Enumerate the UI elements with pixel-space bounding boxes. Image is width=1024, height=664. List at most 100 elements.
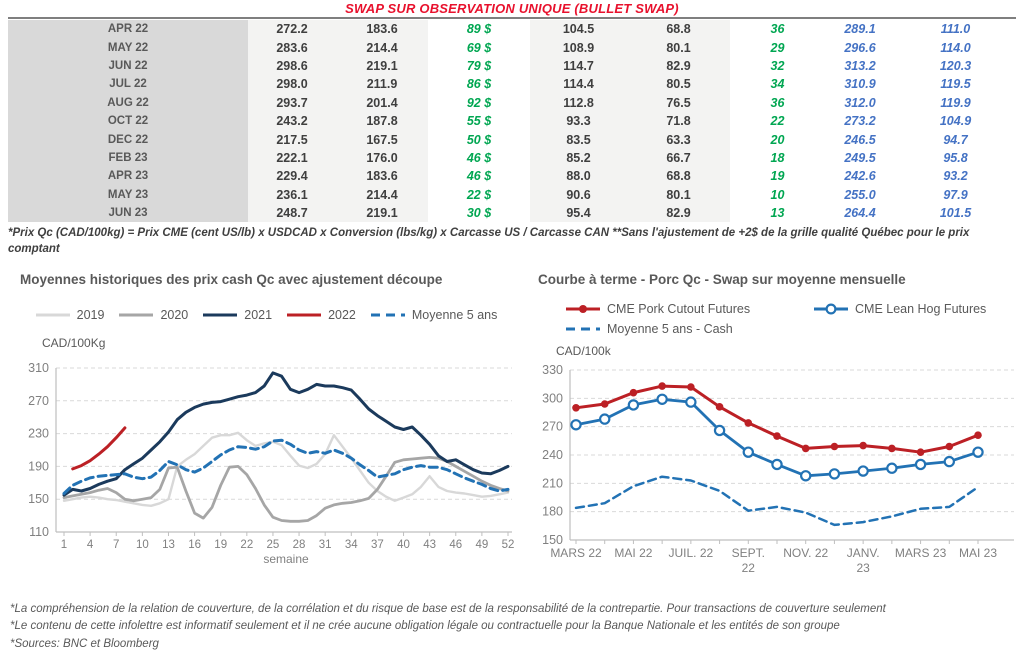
cell-prix-qc: 229.4 (248, 167, 336, 186)
cell-swap-2: 119.5 (940, 77, 971, 92)
svg-text:300: 300 (542, 391, 563, 405)
cell-cme: 219.1 (336, 203, 428, 223)
cell-prix-qc: 283.6 (248, 38, 336, 57)
cell-prix-qc-2: 114.7 (530, 56, 627, 76)
svg-text:230: 230 (28, 427, 49, 441)
cell-diff-2: 32 (770, 58, 785, 73)
cell-swap-2: 119.9 (940, 95, 971, 110)
svg-text:52: 52 (502, 539, 515, 551)
svg-text:semaine: semaine (263, 552, 309, 566)
legend-swatch-icon (566, 327, 600, 331)
svg-text:46: 46 (449, 539, 462, 551)
title-divider (8, 17, 1016, 19)
cell-diff: 55 $ (466, 114, 492, 129)
cell-cme: 219.1 (336, 56, 428, 76)
cell-prix-qc-2: 90.6 (530, 185, 627, 204)
svg-text:49: 49 (475, 539, 488, 551)
svg-text:40: 40 (397, 539, 410, 551)
chart-title-right: Courbe à terme - Porc Qc - Swap sur moye… (538, 272, 906, 287)
table-row: JUN 22 298.6 219.1 79 $ 114.7 82.9 32 313.2 120.… (8, 56, 1016, 76)
svg-text:1: 1 (61, 539, 67, 551)
svg-text:110: 110 (29, 525, 49, 539)
cell-cme: 211.9 (336, 75, 428, 94)
legend-label: 2019 (76, 308, 105, 322)
cell-cme-2: 66.7 (627, 148, 730, 168)
cell-prix-qc: 243.2 (248, 111, 336, 131)
cell-diff: 22 $ (466, 187, 492, 202)
cell-swap-2: 120.3 (939, 58, 972, 73)
legend-item: Moyenne 5 ans (369, 308, 497, 322)
cell-swap: 273.2 (844, 114, 876, 129)
legend-item: 2020 (117, 308, 188, 322)
cell-diff-2: 22 (770, 114, 785, 129)
cell-cme: 214.4 (336, 185, 428, 204)
cell-diff: 92 $ (466, 95, 492, 110)
cell-diff: 46 $ (466, 150, 492, 165)
cell-swap-2: 94.7 (943, 132, 968, 147)
svg-text:4: 4 (87, 539, 94, 551)
cell-month: APR 23 (8, 167, 248, 186)
svg-text:JUIL. 22: JUIL. 22 (669, 546, 714, 560)
cell-swap-2: 114.0 (940, 40, 971, 55)
legend-item: 2022 (285, 308, 356, 322)
cell-cme: 201.4 (336, 93, 428, 112)
cell-swap-2: 93.2 (943, 169, 968, 184)
cell-swap-2: 111.0 (940, 22, 971, 37)
table-row: DEC 22 217.5 167.5 50 $ 83.5 63.3 20 246.5 94.7 (8, 130, 1016, 149)
table-row: APR 22 272.2 183.6 89 $ 104.5 68.8 36 289.1 111.… (8, 20, 1016, 39)
table-row: FEB 23 222.1 176.0 46 $ 85.2 66.7 18 249.5 95.8 (8, 148, 1016, 168)
cell-cme: 176.0 (336, 148, 428, 168)
cell-prix-qc: 298.6 (248, 56, 336, 76)
cell-prix-qc-2: 83.5 (530, 130, 627, 149)
cell-prix-qc: 248.7 (248, 203, 336, 223)
cell-month: JUL 22 (8, 75, 248, 94)
legend-swatch-icon (370, 313, 405, 317)
table-row: MAY 23 236.1 214.4 22 $ 90.6 80.1 10 255.0 97.9 (8, 185, 1016, 204)
svg-text:150: 150 (542, 533, 563, 547)
svg-text:210: 210 (542, 476, 563, 490)
svg-text:NOV. 22: NOV. 22 (783, 546, 828, 560)
cell-swap: 242.6 (844, 169, 876, 184)
svg-text:270: 270 (28, 394, 49, 408)
cell-swap: 255.0 (844, 187, 876, 202)
cell-cme: 214.4 (336, 38, 428, 57)
svg-text:MARS 22: MARS 22 (550, 546, 602, 560)
page-title: SWAP SUR OBSERVATION UNIQUE (BULLET SWAP… (345, 1, 679, 16)
svg-text:270: 270 (542, 420, 563, 434)
table-row: APR 23 229.4 183.6 46 $ 88.0 68.8 19 242.6 93.2 (8, 167, 1016, 186)
cell-prix-qc-2: 108.9 (530, 38, 627, 57)
cell-prix-qc-2: 95.4 (530, 203, 627, 223)
cell-diff-2: 29 (770, 40, 785, 55)
legend-item: 2019 (34, 308, 105, 322)
legend-label: 2020 (160, 308, 189, 322)
legend-swatch-icon (119, 313, 154, 317)
cell-prix-qc: 293.7 (248, 93, 336, 112)
cell-month: AUG 22 (8, 93, 248, 112)
svg-text:310: 310 (28, 361, 49, 375)
svg-text:180: 180 (542, 505, 563, 519)
cell-cme: 187.8 (336, 111, 428, 131)
svg-text:16: 16 (188, 539, 201, 551)
cell-swap: 313.2 (844, 58, 876, 73)
legend-label: CME Pork Cutout Futures (607, 302, 751, 316)
footer-disclaimers: *La compréhension de la relation de couv… (10, 601, 1016, 653)
svg-text:13: 13 (162, 539, 175, 551)
cell-cme-2: 80.1 (627, 38, 730, 57)
cell-swap-2: 97.9 (943, 187, 968, 202)
cell-diff: 69 $ (466, 40, 492, 55)
cell-diff-2: 19 (770, 169, 785, 184)
cell-cme-2: 82.9 (627, 203, 730, 223)
legend-swatch-icon (287, 313, 322, 317)
cell-month: APR 22 (8, 20, 248, 39)
cell-cme: 167.5 (336, 130, 428, 149)
legend-item: CME Pork Cutout Futures (564, 302, 812, 316)
svg-text:JANV.23: JANV. 23 (847, 546, 880, 575)
svg-text:34: 34 (345, 539, 358, 551)
legend-item: 2021 (201, 308, 272, 322)
cell-month: MAY 23 (8, 185, 248, 204)
chart-legend-left: 2019 2020 2021 2022 Moyenne 5 ans (12, 308, 519, 322)
table-row: MAY 22 283.6 214.4 69 $ 108.9 80.1 29 296.6 114.… (8, 38, 1016, 57)
cell-month: OCT 22 (8, 111, 248, 131)
svg-text:MAI 22: MAI 22 (614, 546, 652, 560)
svg-text:SEPT.22: SEPT. 22 (732, 546, 765, 575)
